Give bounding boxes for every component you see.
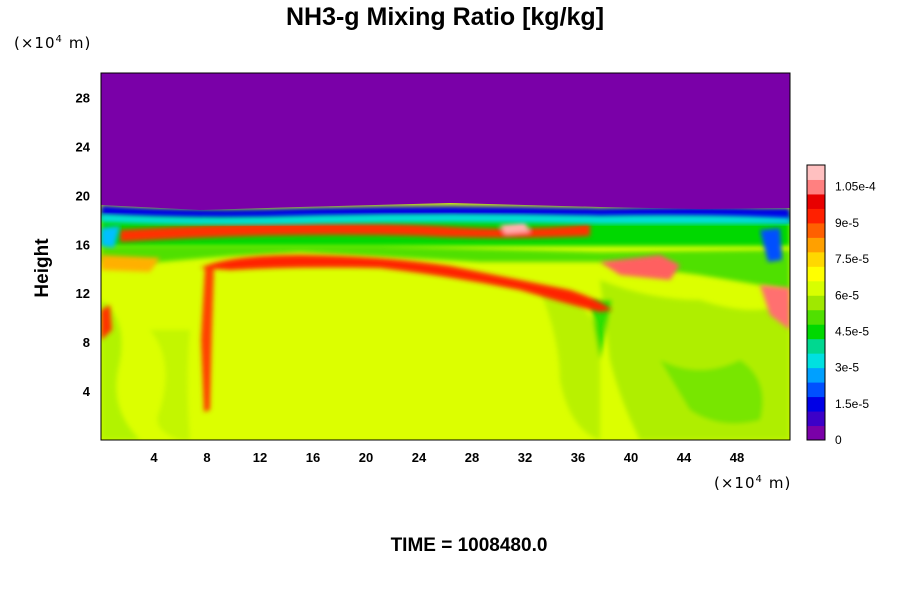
colorbar-tick-label: 1.05e-4: [835, 180, 876, 194]
y-scale-label: (×104 m): [14, 34, 91, 52]
x-tick-label: 24: [412, 450, 427, 465]
colorbar-tick-label: 6e-5: [835, 288, 859, 302]
x-tick-label: 8: [203, 450, 210, 465]
colorbar-tick-label: 7.5e-5: [835, 252, 869, 266]
chart-title: NH3-g Mixing Ratio [kg/kg]: [286, 3, 604, 31]
y-tick-labels: 4 8 12 16 20 24 28: [76, 90, 91, 399]
y-tick-label: 4: [83, 384, 91, 399]
y-axis-label: Height: [32, 238, 53, 298]
heatmap-texture: [101, 280, 790, 440]
colorbar-swatch: [807, 425, 825, 441]
heatmap-region-upper: [101, 73, 790, 210]
colorbar-swatch: [807, 338, 825, 354]
colorbar-swatch: [807, 309, 825, 325]
y-tick-label: 20: [76, 188, 90, 203]
colorbar-tick-label: 4.5e-5: [835, 324, 869, 338]
colorbar-swatch: [807, 165, 825, 180]
colorbar-tick-label: 0: [835, 433, 842, 447]
colorbar-swatch: [807, 208, 825, 224]
colorbar-swatch: [807, 237, 825, 253]
colorbar-swatch: [807, 353, 825, 369]
colorbar-swatch: [807, 396, 825, 412]
time-label: TIME = 1008480.0: [391, 535, 548, 556]
heatmap-field: [101, 73, 790, 440]
x-tick-label: 40: [624, 450, 638, 465]
colorbar-swatch: [807, 193, 825, 209]
colorbar-swatch: [807, 324, 825, 340]
heatmap-region-mid: [101, 246, 790, 290]
colorbar-frame: [806, 164, 826, 441]
colorbar-tick-label: 9e-5: [835, 216, 859, 230]
y-tick-label: 8: [83, 335, 90, 350]
colorbar-swatch: [807, 411, 825, 427]
x-tick-label: 36: [571, 450, 585, 465]
colorbar-swatch: [807, 280, 825, 296]
colorbar-swatch: [807, 222, 825, 238]
colorbar-swatch: [807, 266, 825, 282]
x-tick-label: 44: [677, 450, 692, 465]
colorbar: [806, 164, 826, 441]
x-scale-label: (×104 m): [714, 474, 791, 492]
colorbar-swatch: [807, 251, 825, 267]
y-tick-label: 12: [76, 286, 90, 301]
colorbar-swatch: [807, 295, 825, 311]
colorbar-swatch: [807, 367, 825, 383]
colorbar-swatch: [807, 382, 825, 398]
x-tick-label: 48: [730, 450, 744, 465]
y-tick-label: 28: [76, 90, 90, 105]
x-tick-label: 12: [253, 450, 267, 465]
x-tick-label: 28: [465, 450, 479, 465]
x-tick-label: 16: [306, 450, 320, 465]
heatmap-maxima: [101, 222, 790, 412]
colorbar-swatch: [807, 179, 825, 195]
colorbar-tick-labels: 0 1.5e-5 3e-5 4.5e-5 6e-5 7.5e-5 9e-5 1.05e-4: [835, 180, 876, 447]
x-tick-labels: 4 8 12 16 20 24 28 32 36 40 44 48: [150, 450, 744, 465]
y-tick-label: 16: [76, 237, 90, 252]
x-tick-label: 20: [359, 450, 373, 465]
x-tick-label: 32: [518, 450, 532, 465]
y-tick-label: 24: [76, 139, 91, 154]
x-tick-label: 4: [150, 450, 158, 465]
plot-frame: [100, 72, 791, 441]
colorbar-tick-label: 1.5e-5: [835, 397, 869, 411]
colorbar-tick-label: 3e-5: [835, 361, 859, 375]
